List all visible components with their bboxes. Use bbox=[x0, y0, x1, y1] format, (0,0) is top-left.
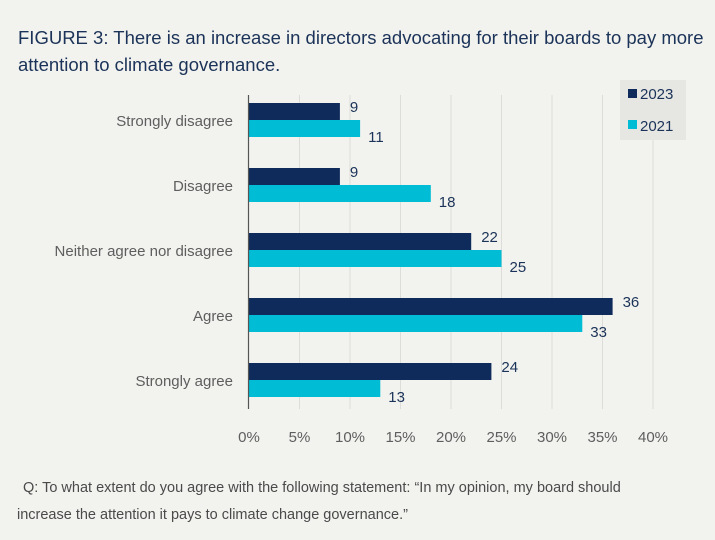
data-label: 36 bbox=[623, 294, 640, 311]
category-labels: Strongly disagree Disagree Neither agree n… bbox=[55, 113, 233, 390]
bars bbox=[249, 103, 613, 397]
gridlines bbox=[299, 95, 654, 409]
x-tick-label: 35% bbox=[587, 429, 617, 446]
legend: 2023 2021 bbox=[620, 80, 686, 140]
bar-2023-4 bbox=[249, 363, 492, 380]
x-tick-label: 0% bbox=[238, 429, 260, 446]
bar-2021-2 bbox=[249, 250, 502, 267]
bar-2021-4 bbox=[249, 380, 381, 397]
bar-2023-3 bbox=[249, 298, 613, 315]
bar-2021-1 bbox=[249, 185, 431, 202]
legend-label-2021: 2021 bbox=[640, 118, 673, 135]
legend-swatch-2021 bbox=[628, 120, 637, 129]
x-tick-label: 40% bbox=[638, 429, 668, 446]
category-label: Neither agree nor disagree bbox=[55, 243, 233, 260]
data-label: 18 bbox=[439, 194, 456, 211]
question-note: Q: To what extent do you agree with the … bbox=[17, 475, 707, 529]
chart-title: FIGURE 3: There is an increase in direct… bbox=[18, 27, 704, 75]
x-tick-label: 20% bbox=[436, 429, 466, 446]
legend-label-2023: 2023 bbox=[640, 86, 673, 103]
data-label: 13 bbox=[388, 389, 405, 406]
x-tick-label: 25% bbox=[486, 429, 516, 446]
data-label: 9 bbox=[350, 164, 358, 181]
data-label: 24 bbox=[501, 359, 518, 376]
bar-2023-1 bbox=[249, 168, 340, 185]
data-label: 9 bbox=[350, 99, 358, 116]
category-label: Strongly agree bbox=[135, 373, 233, 390]
category-label: Strongly disagree bbox=[116, 113, 233, 130]
x-tick-label: 10% bbox=[335, 429, 365, 446]
bar-2021-3 bbox=[249, 315, 583, 332]
bar-2021-0 bbox=[249, 120, 361, 137]
question-note-line-2: increase the attention it pays to climat… bbox=[17, 507, 408, 523]
x-tick-label: 15% bbox=[385, 429, 415, 446]
category-label: Agree bbox=[193, 308, 233, 325]
bar-2023-0 bbox=[249, 103, 340, 120]
legend-swatch-2023 bbox=[628, 89, 637, 98]
x-tick-label: 30% bbox=[537, 429, 567, 446]
category-label: Disagree bbox=[173, 178, 233, 195]
data-label: 22 bbox=[481, 229, 498, 246]
data-label: 25 bbox=[510, 259, 527, 276]
data-label: 33 bbox=[590, 324, 607, 341]
question-note-line-1: Q: To what extent do you agree with the … bbox=[23, 480, 621, 496]
data-labels: 9 11 9 18 22 25 36 33 24 13 bbox=[350, 99, 639, 406]
x-tick-label: 5% bbox=[289, 429, 311, 446]
x-tick-labels: 0% 5% 10% 15% 20% 25% 30% 35% 40% bbox=[238, 429, 668, 446]
bar-2023-2 bbox=[249, 233, 472, 250]
data-label: 11 bbox=[368, 129, 384, 146]
